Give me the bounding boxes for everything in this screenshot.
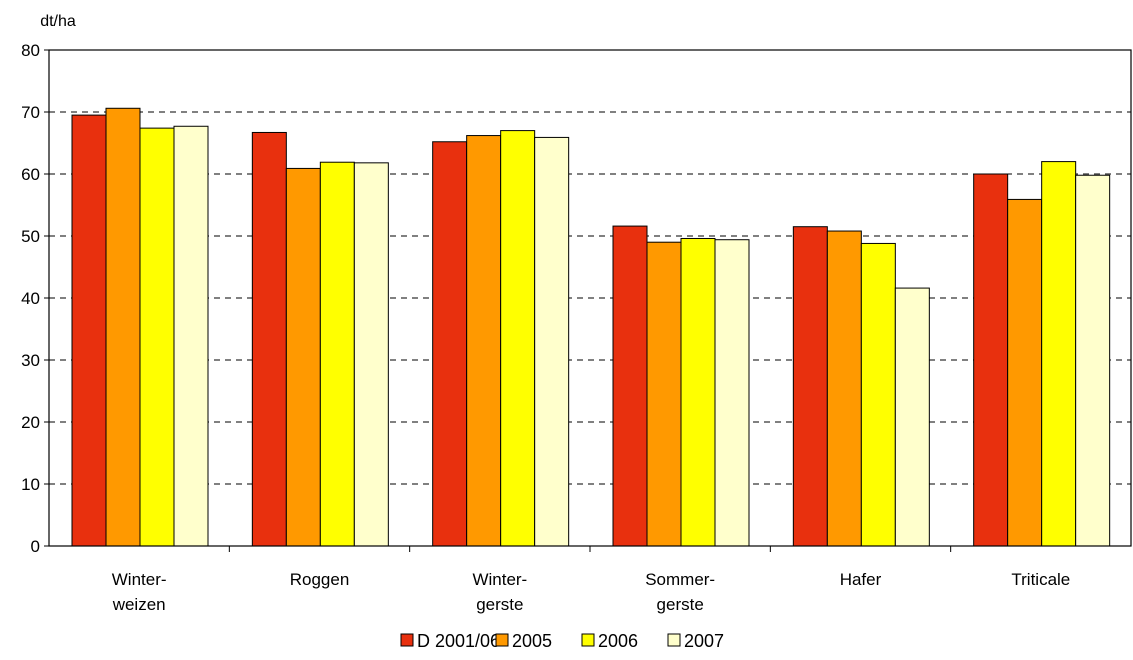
legend-swatch: [582, 634, 594, 646]
bar: [613, 226, 647, 546]
x-category-label: Hafer: [840, 570, 882, 589]
bar: [715, 240, 749, 546]
y-tick-label: 10: [21, 475, 40, 494]
bar: [140, 128, 174, 546]
bar: [106, 108, 140, 546]
bar: [681, 238, 715, 546]
legend-swatch: [401, 634, 413, 646]
x-category-label-line: Sommer-: [645, 570, 715, 589]
bar: [861, 243, 895, 546]
legend-label: D 2001/06: [417, 631, 500, 651]
bar: [1042, 162, 1076, 546]
x-category-label-line: Triticale: [1011, 570, 1070, 589]
bar: [174, 126, 208, 546]
x-category-label-line: Winter-: [472, 570, 527, 589]
legend: D 2001/06 2005 2006 2007: [401, 631, 724, 651]
x-category-label-line: Winter-: [112, 570, 167, 589]
y-tick-label: 40: [21, 289, 40, 308]
x-category-label-line: gerste: [657, 595, 704, 614]
x-category-label-line: weizen: [112, 595, 166, 614]
y-tick-label: 0: [31, 537, 40, 556]
bar: [793, 227, 827, 546]
y-tick-label: 80: [21, 41, 40, 60]
bar: [433, 142, 467, 546]
bar: [1008, 199, 1042, 546]
x-category-label-line: Roggen: [290, 570, 350, 589]
bar: [252, 132, 286, 546]
y-tick-label: 30: [21, 351, 40, 370]
y-tick-label: 50: [21, 227, 40, 246]
bar: [286, 168, 320, 546]
y-tick-label: 20: [21, 413, 40, 432]
x-category-label: Roggen: [290, 570, 350, 589]
bar: [647, 242, 681, 546]
bar: [974, 174, 1008, 546]
bar: [354, 163, 388, 546]
x-category-label-line: Hafer: [840, 570, 882, 589]
bar: [1076, 175, 1110, 546]
x-category-label-line: gerste: [476, 595, 523, 614]
legend-label: 2005: [512, 631, 552, 651]
y-tick-label: 70: [21, 103, 40, 122]
x-category-label: Winter-gerste: [472, 570, 527, 614]
bar: [535, 137, 569, 546]
legend-label: 2007: [684, 631, 724, 651]
legend-swatch: [668, 634, 680, 646]
gridlines: [49, 112, 1131, 484]
y-tick-label: 60: [21, 165, 40, 184]
bar: [467, 136, 501, 546]
bar: [895, 288, 929, 546]
x-category-label: Triticale: [1011, 570, 1070, 589]
y-axis-unit-label: dt/ha: [40, 13, 76, 30]
legend-swatch: [496, 634, 508, 646]
bar: [827, 231, 861, 546]
x-category-label: Winter-weizen: [112, 570, 167, 614]
legend-label: 2006: [598, 631, 638, 651]
bar: [501, 131, 535, 546]
x-category-label: Sommer-gerste: [645, 570, 715, 614]
bar: [320, 162, 354, 546]
bar: [72, 115, 106, 546]
